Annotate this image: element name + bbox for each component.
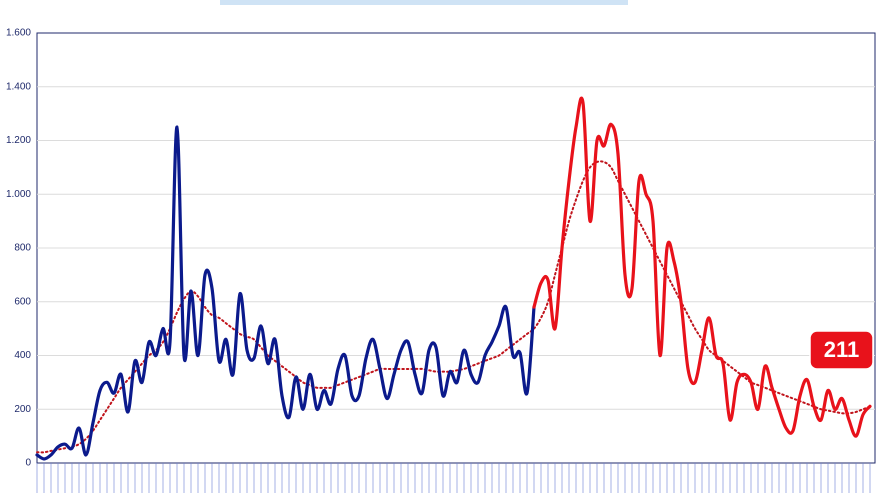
y-tick-label: 1.000: [6, 189, 31, 200]
y-tick-label: 0: [25, 458, 31, 469]
value-callout: [809, 330, 874, 370]
y-tick-label: 600: [14, 296, 31, 307]
y-tick-label: 800: [14, 243, 31, 254]
title-band: [220, 0, 628, 5]
y-tick-label: 1.400: [6, 81, 31, 92]
series-line: [532, 96, 872, 438]
series-line: [35, 125, 536, 461]
y-tick-label: 1.200: [6, 135, 31, 146]
y-tick-label: 400: [14, 350, 31, 361]
trend-line: [36, 160, 871, 454]
y-tick-label: 1.600: [6, 28, 31, 39]
value-callout-label: 211: [824, 337, 860, 362]
y-tick-label: 200: [14, 404, 31, 415]
